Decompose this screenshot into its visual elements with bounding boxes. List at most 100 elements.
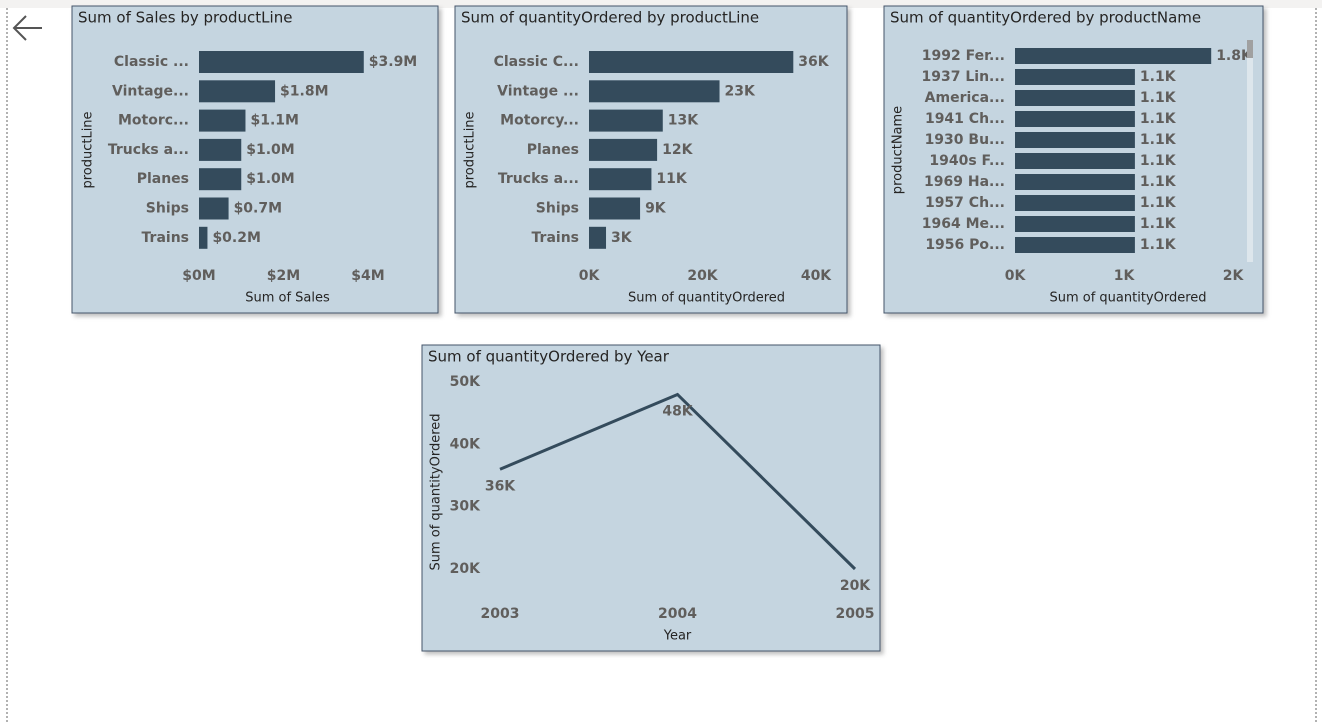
bar (199, 226, 208, 249)
x-tick-label: 40K (801, 268, 832, 284)
data-label: $1.0M (246, 171, 294, 187)
data-label: 1.1K (1140, 216, 1177, 232)
category-label: Motorcy... (500, 113, 579, 129)
scrollbar-track (1247, 40, 1253, 262)
visual-title: Sum of Sales by productLine (78, 9, 292, 27)
bar (1015, 195, 1135, 211)
bar (1015, 111, 1135, 127)
y-axis-title: productLine (463, 111, 478, 188)
x-axis-title: Sum of quantityOrdered (628, 291, 785, 306)
y-axis-title: productLine (81, 111, 96, 188)
x-tick-label: 2005 (836, 606, 875, 622)
data-label: $1.8M (280, 83, 328, 99)
x-tick-label: $0M (182, 268, 215, 284)
data-label: $3.9M (369, 54, 417, 70)
ribbon (0, 0, 1322, 8)
data-label: 23K (725, 83, 756, 99)
category-label: America... (925, 90, 1005, 106)
visual-title: Sum of quantityOrdered by Year (428, 348, 670, 366)
category-label: Classic ... (114, 54, 189, 70)
data-label: $0.2M (212, 230, 260, 246)
data-label: 1.1K (1140, 195, 1177, 211)
data-label: 36K (485, 478, 516, 494)
x-tick-label: 2003 (481, 606, 520, 622)
category-label: Ships (146, 201, 189, 217)
bar (199, 168, 242, 191)
category-label: 1940s F... (929, 153, 1005, 169)
data-label: 1.1K (1140, 132, 1177, 148)
data-label: 1.1K (1140, 153, 1177, 169)
category-label: Ships (536, 201, 579, 217)
back-button[interactable] (12, 15, 42, 41)
category-label: 1941 Ch... (925, 111, 1005, 127)
category-label: Planes (527, 142, 579, 158)
category-label: Trucks a... (498, 171, 579, 187)
x-axis-title: Sum of quantityOrdered (1049, 291, 1206, 306)
category-label: 1964 Me... (922, 216, 1005, 232)
y-tick-label: 20K (450, 561, 481, 577)
category-label: Vintage... (112, 83, 189, 99)
data-label: 3K (611, 230, 633, 246)
bar (1015, 90, 1135, 106)
y-tick-label: 50K (450, 374, 481, 390)
data-label: $1.0M (246, 142, 294, 158)
bar (199, 138, 242, 161)
category-label: Trains (532, 230, 579, 246)
data-label: 13K (668, 113, 699, 129)
bar (199, 109, 246, 132)
data-label: 48K (662, 403, 693, 419)
category-label: Vintage ... (497, 83, 579, 99)
bar (1015, 216, 1135, 232)
x-tick-label: $2M (267, 268, 300, 284)
y-axis-title: Sum of quantityOrdered (429, 413, 444, 570)
scrollbar-thumb (1247, 40, 1253, 58)
x-tick-label: 0K (579, 268, 601, 284)
x-tick-label: $4M (351, 268, 384, 284)
bar (589, 197, 641, 220)
category-label: 1956 Po... (925, 237, 1005, 253)
x-axis-title: Sum of Sales (245, 291, 330, 306)
data-label: 1.1K (1140, 111, 1177, 127)
data-label: $0.7M (234, 201, 282, 217)
visual-panel (71, 5, 439, 314)
bar (589, 226, 607, 249)
category-label: 1937 Lin... (922, 69, 1005, 85)
x-tick-label: 1K (1114, 268, 1136, 284)
data-label: 1.1K (1140, 174, 1177, 190)
x-tick-label: 20K (687, 268, 718, 284)
data-label: 36K (798, 54, 829, 70)
visual-title: Sum of quantityOrdered by productLine (461, 9, 759, 27)
data-label: 20K (840, 578, 871, 594)
bar (1015, 69, 1135, 85)
x-tick-label: 2K (1223, 268, 1245, 284)
bar (199, 51, 364, 73)
y-axis-title: productName (891, 106, 906, 194)
category-label: 1992 Fer... (922, 48, 1005, 64)
bar (1015, 48, 1212, 64)
bar (1015, 237, 1135, 253)
y-tick-label: 40K (450, 436, 481, 452)
category-label: Trains (142, 230, 189, 246)
visual-panel (421, 344, 881, 652)
line (499, 392, 857, 571)
bar (589, 80, 720, 103)
data-label: 12K (662, 142, 693, 158)
y-tick-label: 30K (450, 499, 481, 515)
category-label: 1957 Ch... (925, 195, 1005, 211)
category-label: 1969 Ha... (924, 174, 1005, 190)
category-label: 1930 Bu... (925, 132, 1005, 148)
data-label: 1.1K (1140, 237, 1177, 253)
bar (199, 197, 229, 220)
bar (589, 138, 658, 161)
bar (589, 168, 652, 191)
data-label: 9K (645, 201, 667, 217)
category-label: Motorc... (118, 113, 189, 129)
x-tick-label: 2004 (658, 606, 697, 622)
category-label: Trucks a... (108, 142, 189, 158)
data-label: 1.1K (1140, 69, 1177, 85)
bar (589, 51, 794, 73)
data-label: 11K (656, 171, 687, 187)
visual-title: Sum of quantityOrdered by productName (890, 9, 1201, 27)
